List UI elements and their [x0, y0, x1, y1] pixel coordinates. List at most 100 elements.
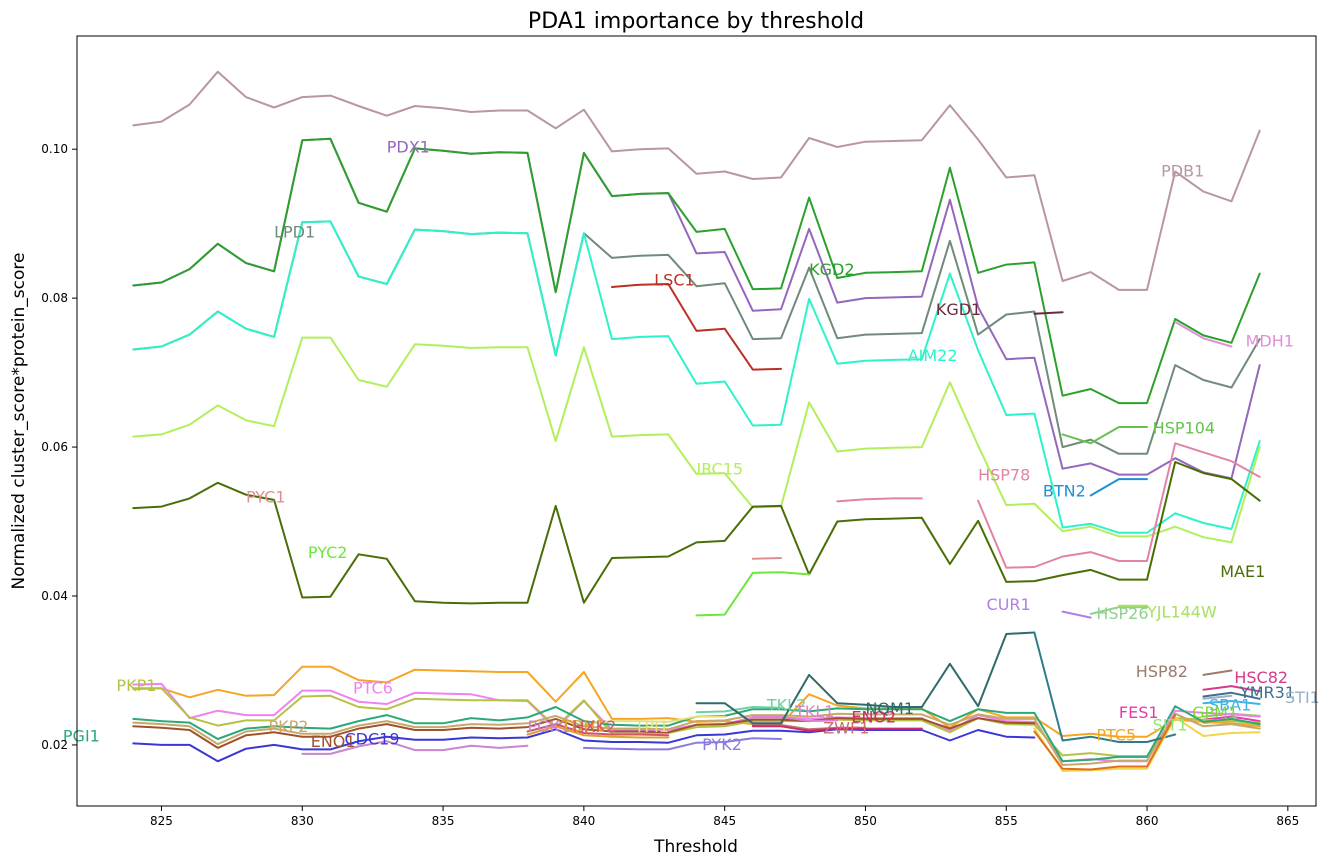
x-tick-label: 830 — [291, 814, 314, 828]
series-line-hsp82 — [1202, 669, 1233, 676]
x-axis: 825 830 835 840 845 850 855 860 865 — [150, 806, 1299, 828]
series-line-cur1 — [1061, 610, 1092, 619]
x-tick-label: 825 — [150, 814, 173, 828]
y-tick-label: 0.04 — [41, 589, 68, 603]
series-line-ymr31 — [1202, 691, 1261, 700]
series-label-hsp104: HSP104 — [1153, 418, 1215, 437]
series-label-pgk1: PGK1 — [528, 717, 571, 736]
x-tick-label: 850 — [854, 814, 877, 828]
series-layer — [132, 70, 1261, 772]
series-label-ymr31: YMR31 — [1239, 683, 1295, 702]
series-line-pyk2 — [582, 737, 782, 751]
series-label-tkl2: TKL2 — [766, 695, 806, 714]
series-line-eno1 — [132, 717, 1036, 749]
series-label-cdc19: CDC19 — [345, 730, 400, 749]
series-line-pkp2 — [132, 712, 1261, 766]
series-line-btn2 — [1089, 478, 1148, 497]
series-label-hxk2: HXK2 — [573, 717, 617, 736]
series-label-hsp26: HSP26 — [1096, 604, 1148, 623]
series-line-sba1 — [1202, 700, 1261, 705]
series-label-sba1: SBA1 — [1209, 695, 1251, 714]
series-label-lpd1: LPD1 — [274, 223, 315, 242]
series-line-lsc1 — [611, 283, 782, 371]
series-label-pkp1: PKP1 — [116, 676, 156, 695]
series-line-kgd2 — [132, 137, 1261, 405]
series-label-sti1: STI1 — [1285, 688, 1320, 707]
series-line-hxk2 — [526, 723, 670, 737]
series-line-nqm1 — [695, 631, 1036, 725]
series-line-eno2 — [751, 725, 923, 732]
series-line-tkl2 — [695, 706, 782, 714]
y-tick-label: 0.02 — [41, 738, 68, 752]
series-label-pyc2: PYC2 — [308, 543, 348, 562]
series-label-hsc82: HSC82 — [1234, 668, 1288, 687]
y-tick-label: 0.08 — [41, 291, 68, 305]
series-line-kgd1 — [1033, 311, 1064, 315]
series-label-ptc6: PTC6 — [353, 678, 393, 697]
series-label-aim22: AIM22 — [908, 346, 958, 365]
x-tick-label: 865 — [1276, 814, 1299, 828]
series-line-hsc82 — [1202, 685, 1261, 693]
series-line-cdc19 — [132, 728, 1036, 763]
series-label-pgi1: PGI1 — [63, 727, 100, 746]
y-tick-label: 0.06 — [41, 440, 68, 454]
series-line-unlabeled-45 — [1033, 714, 1177, 771]
series-label-eno2: ENO2 — [851, 707, 896, 726]
x-tick-label: 840 — [572, 814, 595, 828]
x-tick-label: 845 — [713, 814, 736, 828]
series-label-sit1: SIT1 — [1153, 716, 1188, 735]
series-label-tkl1: TKL1 — [794, 702, 834, 721]
series-line-pyc1 — [751, 557, 782, 560]
series-label-pkp2: PKP2 — [268, 717, 308, 736]
series-line-tkl1 — [751, 715, 839, 723]
series-line-unlabeled-44 — [1033, 716, 1261, 772]
series-label-gpm1: GPM1 — [1192, 703, 1238, 722]
series-line-unlabeled-43 — [1033, 631, 1177, 743]
series-line-hsp26 — [1089, 606, 1148, 615]
series-line-aim22 — [132, 220, 1261, 534]
series-label-hsp78: HSP78 — [978, 465, 1030, 484]
series-label-mdh1: MDH1 — [1246, 331, 1294, 350]
series-label-tpi1: TPI1 — [634, 717, 669, 736]
series-label-tdh1: TDH1 — [560, 716, 605, 735]
series-line-pdb1 — [132, 70, 1261, 291]
series-label-btn2: BTN2 — [1043, 482, 1086, 501]
series-label-fes1: FES1 — [1119, 703, 1159, 722]
series-line-fes1 — [1202, 715, 1261, 723]
series-label-lsc1: LSC1 — [654, 270, 694, 289]
series-label-kgd2: KGD2 — [809, 260, 854, 279]
series-label-ptc5: PTC5 — [1096, 725, 1136, 744]
series-label-pdx1: PDX1 — [387, 138, 430, 157]
series-line-tdh1 — [526, 725, 670, 739]
chart-title: PDA1 importance by threshold — [528, 9, 864, 34]
series-label-pdb1: PDB1 — [1161, 162, 1204, 181]
series-label-layer: PDB1 PDX1 KGD2 LPD1 AIM22 IRC15 LSC1 KGD1 MDH1 HS… — [63, 138, 1320, 754]
series-line-irc15 — [132, 336, 1261, 544]
series-line-hsp78 — [836, 442, 1261, 569]
x-axis-label: Threshold — [653, 837, 738, 857]
series-label-zwf1: ZWF1 — [823, 719, 869, 738]
y-axis-label: Normalized cluster_score*protein_score — [9, 253, 29, 590]
series-label-hsp82: HSP82 — [1136, 662, 1188, 681]
series-label-irc15: IRC15 — [697, 459, 744, 478]
x-tick-label: 835 — [432, 814, 455, 828]
series-line-hsp104 — [1061, 426, 1148, 445]
y-tick-label: 0.10 — [41, 142, 68, 156]
series-label-nqm1: NQM1 — [865, 699, 914, 718]
series-label-cur1: CUR1 — [987, 595, 1031, 614]
series-label-pyc1: PYC1 — [246, 488, 286, 507]
series-line-pkp1 — [132, 687, 1261, 758]
x-tick-label: 860 — [1136, 814, 1159, 828]
series-label-pyk2: PYK2 — [702, 735, 742, 754]
x-tick-label: 855 — [995, 814, 1018, 828]
series-line-pgk1 — [301, 740, 529, 755]
series-line-pyc2 — [695, 571, 811, 617]
series-label-mae1: MAE1 — [1220, 562, 1265, 581]
y-axis: 0.02 0.04 0.06 0.08 0.10 — [41, 142, 77, 752]
series-line-tpi1 — [582, 715, 726, 726]
series-line-mdh1 — [1174, 321, 1233, 348]
series-label-yjl144w: YJL144W — [1146, 602, 1217, 621]
series-line-mae1 — [132, 461, 1261, 605]
series-label-kgd1: KGD1 — [936, 300, 981, 319]
